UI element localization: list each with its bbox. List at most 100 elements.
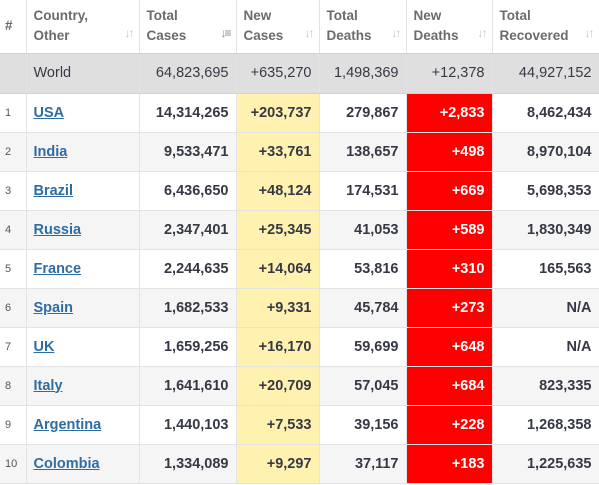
total-deaths-cell: 279,867	[319, 93, 407, 133]
sort-desc-icon[interactable]: ↓≡	[220, 25, 231, 40]
new-deaths-cell: +648	[406, 327, 493, 367]
sort-arrows-icon[interactable]: ↓↑	[584, 25, 595, 40]
total-recovered-cell: 8,462,434	[492, 93, 599, 133]
country-link[interactable]: Brazil	[33, 182, 74, 199]
new-deaths-cell: +2,833	[406, 93, 493, 133]
sort-arrows-icon[interactable]: ↓↑	[477, 25, 488, 40]
new-cases-cell: +16,170	[236, 327, 320, 367]
country-link[interactable]: Argentina	[33, 416, 102, 433]
table-row: 1 USA 14,314,265 +203,737 279,867 +2,833 8,462…	[0, 93, 599, 133]
rank-cell: 4	[0, 210, 27, 250]
header-rank[interactable]: #	[0, 0, 27, 54]
country-link[interactable]: Colombia	[33, 455, 100, 472]
header-country[interactable]: Country, Other ↓↑	[26, 0, 140, 54]
table-row: 7 UK 1,659,256 +16,170 59,699 +648 N/A	[0, 327, 599, 367]
header-total-deaths-line2: Deaths	[326, 28, 372, 43]
table-row: 5 France 2,244,635 +14,064 53,816 +310 165,563	[0, 249, 599, 289]
new-deaths-cell: +310	[406, 249, 493, 289]
new-deaths-cell: +228	[406, 405, 493, 445]
new-cases-cell: +48,124	[236, 171, 320, 211]
header-total-cases[interactable]: Total Cases ↓≡	[139, 0, 237, 54]
table-row: 3 Brazil 6,436,650 +48,124 174,531 +669 5,698,…	[0, 171, 599, 211]
total-recovered-cell: N/A	[492, 327, 599, 367]
header-new-deaths-line2: Deaths	[413, 28, 459, 43]
total-cases-cell: 14,314,265	[139, 93, 237, 133]
country-link[interactable]: India	[33, 143, 68, 160]
total-deaths-cell: 57,045	[319, 366, 407, 406]
country-cell: UK	[26, 327, 140, 367]
sort-arrows-icon[interactable]: ↓↑	[124, 25, 135, 40]
country-link[interactable]: Russia	[33, 221, 82, 238]
new-cases-cell: +7,533	[236, 405, 320, 445]
world-new-deaths-cell: +12,378	[406, 53, 493, 94]
table-row: 4 Russia 2,347,401 +25,345 41,053 +589 1,830,3…	[0, 210, 599, 250]
new-deaths-cell: +684	[406, 366, 493, 406]
table-row: 9 Argentina 1,440,103 +7,533 39,156 +228 1,268…	[0, 405, 599, 445]
header-total-recovered[interactable]: Total Recovered ↓↑	[492, 0, 599, 54]
total-cases-cell: 1,440,103	[139, 405, 237, 445]
new-cases-cell: +20,709	[236, 366, 320, 406]
total-recovered-cell: 1,830,349	[492, 210, 599, 250]
header-new-deaths[interactable]: New Deaths ↓↑	[406, 0, 493, 54]
rank-cell: 6	[0, 288, 27, 328]
world-total-deaths-cell: 1,498,369	[319, 53, 407, 94]
header-total-cases-line1: Total	[146, 8, 178, 23]
country-cell: France	[26, 249, 140, 289]
total-cases-cell: 9,533,471	[139, 132, 237, 172]
header-new-cases-line1: New	[243, 8, 272, 23]
header-new-cases-line2: Cases	[243, 28, 284, 43]
world-new-cases-cell: +635,270	[236, 53, 320, 94]
header-total-cases-line2: Cases	[146, 28, 187, 43]
country-link[interactable]: France	[33, 260, 82, 277]
country-link[interactable]: Spain	[33, 299, 73, 316]
total-deaths-cell: 45,784	[319, 288, 407, 328]
country-cell: Colombia	[26, 444, 140, 484]
sort-arrows-icon[interactable]: ↓↑	[391, 25, 402, 40]
rank-cell: 7	[0, 327, 27, 367]
rank-cell: 1	[0, 93, 27, 133]
country-link[interactable]: USA	[33, 104, 65, 121]
header-new-deaths-line1: New	[413, 8, 442, 23]
country-cell: Russia	[26, 210, 140, 250]
total-deaths-cell: 59,699	[319, 327, 407, 367]
total-cases-cell: 1,641,610	[139, 366, 237, 406]
header-country-line1: Country,	[33, 8, 89, 23]
world-country-cell: World	[26, 53, 140, 94]
new-deaths-cell: +273	[406, 288, 493, 328]
new-cases-cell: +33,761	[236, 132, 320, 172]
country-link[interactable]: Italy	[33, 377, 63, 394]
new-deaths-cell: +589	[406, 210, 493, 250]
table-row: 6 Spain 1,682,533 +9,331 45,784 +273 N/A	[0, 288, 599, 328]
new-deaths-cell: +669	[406, 171, 493, 211]
total-cases-cell: 2,244,635	[139, 249, 237, 289]
country-cell: Brazil	[26, 171, 140, 211]
new-cases-cell: +9,331	[236, 288, 320, 328]
new-deaths-cell: +183	[406, 444, 493, 484]
rank-cell: 9	[0, 405, 27, 445]
total-deaths-cell: 174,531	[319, 171, 407, 211]
header-total-deaths[interactable]: Total Deaths ↓↑	[319, 0, 407, 54]
header-total-recovered-line2: Recovered	[499, 28, 569, 43]
total-cases-cell: 2,347,401	[139, 210, 237, 250]
rank-cell: 2	[0, 132, 27, 172]
new-cases-cell: +203,737	[236, 93, 320, 133]
total-recovered-cell: 823,335	[492, 366, 599, 406]
country-cell: Italy	[26, 366, 140, 406]
header-new-cases[interactable]: New Cases ↓↑	[236, 0, 320, 54]
header-country-line2: Other	[33, 28, 70, 43]
new-cases-cell: +14,064	[236, 249, 320, 289]
header-row: # Country, Other ↓↑ Total Cases ↓≡ New C…	[0, 0, 599, 54]
total-recovered-cell: 8,970,104	[492, 132, 599, 172]
table-row: 8 Italy 1,641,610 +20,709 57,045 +684 823,335	[0, 366, 599, 406]
total-recovered-cell: 1,225,635	[492, 444, 599, 484]
sort-arrows-icon[interactable]: ↓↑	[304, 25, 315, 40]
total-deaths-cell: 138,657	[319, 132, 407, 172]
total-recovered-cell: 5,698,353	[492, 171, 599, 211]
table-row: 2 India 9,533,471 +33,761 138,657 +498 8,970,1…	[0, 132, 599, 172]
total-cases-cell: 1,682,533	[139, 288, 237, 328]
total-cases-cell: 6,436,650	[139, 171, 237, 211]
country-link[interactable]: UK	[33, 338, 55, 355]
total-cases-cell: 1,334,089	[139, 444, 237, 484]
total-deaths-cell: 41,053	[319, 210, 407, 250]
new-cases-cell: +9,297	[236, 444, 320, 484]
